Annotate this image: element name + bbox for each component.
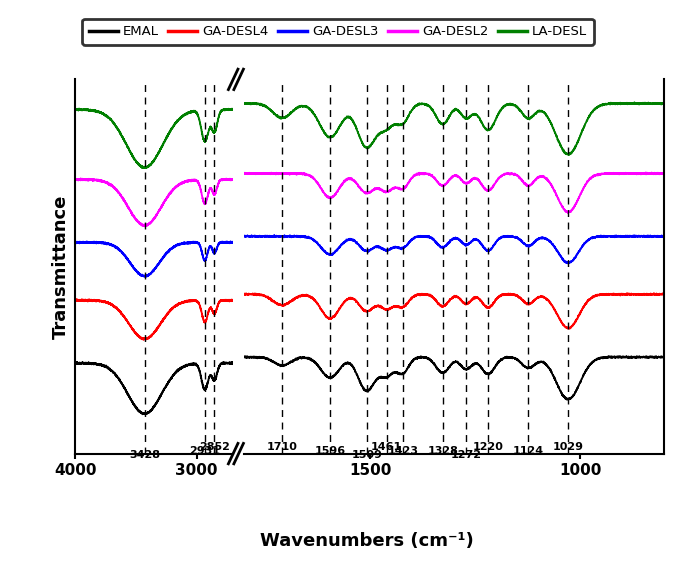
Text: 3428: 3428 — [129, 450, 160, 460]
Text: 1509: 1509 — [351, 450, 382, 460]
Text: 1124: 1124 — [513, 446, 544, 456]
Legend: EMAL, GA-DESL4, GA-DESL3, GA-DESL2, LA-DESL: EMAL, GA-DESL4, GA-DESL3, GA-DESL2, LA-D… — [82, 19, 594, 45]
Y-axis label: Transmittance: Transmittance — [52, 194, 70, 338]
Text: 2852: 2852 — [199, 442, 230, 451]
Text: 1710: 1710 — [266, 442, 298, 451]
Text: 1423: 1423 — [387, 446, 419, 456]
Text: Wavenumbers (cm⁻¹): Wavenumbers (cm⁻¹) — [260, 532, 473, 550]
Text: 1220: 1220 — [473, 442, 503, 451]
Text: 1328: 1328 — [427, 446, 458, 456]
Text: 1461: 1461 — [371, 442, 402, 451]
Text: 1029: 1029 — [553, 442, 584, 451]
Text: 1596: 1596 — [314, 446, 346, 456]
Text: 1272: 1272 — [451, 450, 482, 460]
Text: 2931: 2931 — [189, 446, 221, 456]
